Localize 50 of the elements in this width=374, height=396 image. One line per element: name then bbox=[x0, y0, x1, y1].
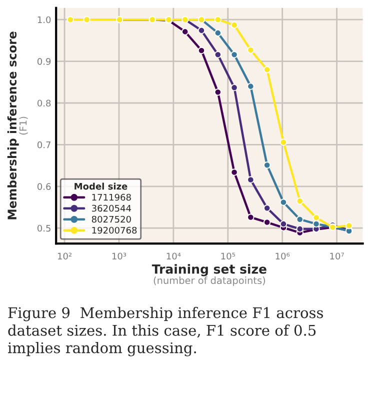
point bbox=[230, 84, 238, 92]
point bbox=[312, 220, 320, 228]
point bbox=[230, 51, 238, 58]
x-tick-label: 10⁴ bbox=[166, 252, 181, 260]
point bbox=[230, 168, 238, 176]
point bbox=[247, 214, 254, 221]
point bbox=[230, 21, 238, 29]
y-tick-label: 0.8 bbox=[37, 100, 51, 107]
point bbox=[296, 197, 304, 205]
legend-label: 3620544 bbox=[92, 204, 132, 212]
x-tick-label: 10⁵ bbox=[221, 252, 236, 260]
point bbox=[263, 218, 271, 226]
legend-title: Model size bbox=[74, 182, 128, 190]
point bbox=[345, 222, 353, 230]
point bbox=[214, 16, 222, 24]
point bbox=[247, 176, 254, 184]
point bbox=[280, 198, 288, 206]
point bbox=[214, 88, 222, 96]
x-tick-label: 10⁷ bbox=[330, 252, 344, 260]
point bbox=[247, 46, 254, 54]
point bbox=[263, 66, 271, 74]
y-tick-label: 0.5 bbox=[37, 224, 50, 232]
point bbox=[247, 82, 254, 90]
point bbox=[280, 220, 288, 228]
point bbox=[182, 28, 189, 36]
point bbox=[198, 26, 206, 34]
legend-label: 1711968 bbox=[92, 194, 131, 201]
y-tick-label: 0.7 bbox=[37, 141, 50, 148]
legend-label: 19200768 bbox=[92, 226, 137, 234]
point bbox=[214, 29, 222, 37]
caption: Figure 9 Membership inference F1 across dataset sizes. In this case, F1 score of 0.5 implies random guessing. bbox=[8, 306, 323, 356]
text: (F1) bbox=[19, 116, 28, 135]
point bbox=[198, 46, 206, 54]
y-tick-label: 0.6 bbox=[37, 183, 51, 190]
x-tick-label: 10⁶ bbox=[276, 252, 290, 260]
point bbox=[263, 204, 271, 212]
x-tick-label: 10² bbox=[58, 252, 72, 260]
x-axis-title: Training set size bbox=[152, 264, 266, 276]
point bbox=[263, 162, 271, 169]
point bbox=[296, 216, 304, 223]
legend-label: 8027520 bbox=[92, 216, 131, 223]
point bbox=[280, 138, 288, 146]
y-axis-title: Membership inference score bbox=[7, 32, 19, 220]
x-tick-label: 10³ bbox=[112, 252, 126, 260]
y-tick-label: 0.9 bbox=[37, 58, 51, 65]
text: (number of datapoints) bbox=[154, 276, 266, 286]
y-tick-label: 1.0 bbox=[38, 16, 51, 24]
point bbox=[296, 225, 304, 233]
point bbox=[312, 214, 320, 222]
point bbox=[214, 51, 222, 58]
